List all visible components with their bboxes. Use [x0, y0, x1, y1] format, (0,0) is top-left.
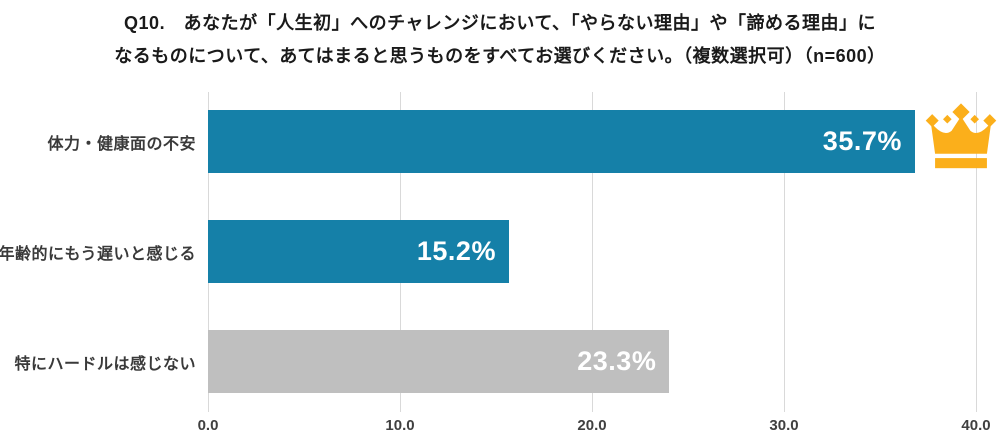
value-label-health: 35.7%: [822, 126, 902, 156]
x-tick-20: 20.0: [577, 417, 607, 434]
x-tick-30: 30.0: [769, 417, 799, 434]
x-tick-0: 0.0: [197, 417, 219, 434]
bar-no-hurdle: 23.3%: [208, 330, 670, 393]
plot-area: 35.7% 15.2% 23.3%: [208, 92, 997, 412]
bar-row-health: 35.7%: [208, 103, 1000, 173]
chart-title: Q10. あなたが「人生初」へのチャレンジにおいて、「やらない理由」や「諦める理…: [0, 7, 1000, 73]
bar-row-no-hurdle: 23.3%: [208, 330, 1000, 393]
bar-health: 35.7%: [208, 110, 915, 173]
gridline-40: [976, 92, 977, 412]
x-tick-10: 10.0: [385, 417, 415, 434]
value-label-age: 15.2%: [416, 236, 496, 266]
x-tick-40: 40.0: [961, 417, 991, 434]
gridline-30: [784, 92, 785, 412]
bar-row-age: 15.2%: [208, 220, 1000, 283]
category-label-no-hurdle: 特にハードルは感じない: [14, 355, 196, 373]
category-axis: 体力・健康面の不安 年齢的にもう遅いと感じる 特にハードルは感じない: [0, 92, 196, 412]
x-axis: 0.0 10.0 20.0 30.0 40.0: [198, 417, 991, 439]
gridline-20: [592, 92, 593, 412]
chart-title-line2: なるものについて、あてはまると思うものをすべてお選びください。（複数選択可）（n…: [114, 46, 886, 66]
category-label-health: 体力・健康面の不安: [47, 135, 196, 153]
crown-icon: [925, 103, 997, 169]
chart-title-line1: Q10. あなたが「人生初」へのチャレンジにおいて、「やらない理由」や「諦める理…: [124, 13, 876, 33]
value-label-no-hurdle: 23.3%: [577, 346, 657, 376]
bar-age: 15.2%: [208, 220, 509, 283]
category-label-age: 年齢的にもう遅いと感じる: [0, 245, 196, 263]
